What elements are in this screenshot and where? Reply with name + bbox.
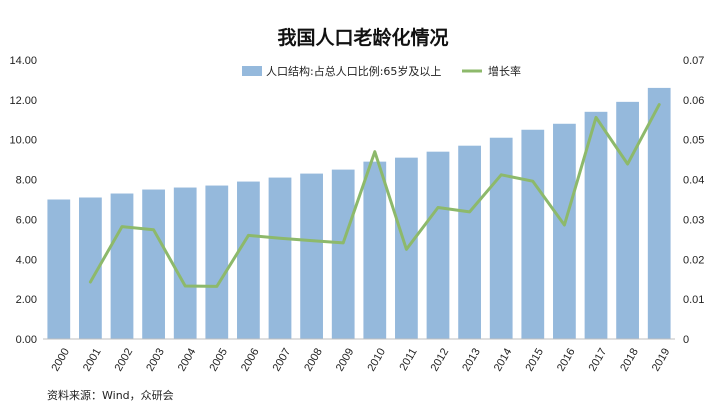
x-axis-tick-label: 2001 bbox=[81, 346, 104, 373]
x-axis-tick-label: 2000 bbox=[49, 346, 72, 373]
bar bbox=[205, 185, 229, 339]
growth-rate-line bbox=[88, 103, 661, 288]
right-axis-tick-label: 0.02 bbox=[683, 254, 704, 266]
bar bbox=[173, 187, 197, 339]
bar bbox=[489, 137, 513, 339]
x-axis-tick-label: 2014 bbox=[492, 346, 515, 373]
right-axis-tick-label: 0.06 bbox=[683, 95, 704, 107]
x-axis-tick-label: 2017 bbox=[587, 346, 610, 373]
x-axis-tick-label: 2008 bbox=[302, 346, 325, 373]
bar bbox=[584, 111, 608, 339]
right-axis-tick-label: 0.05 bbox=[683, 135, 704, 147]
x-axis-tick-label: 2002 bbox=[113, 346, 136, 373]
bar-series bbox=[47, 87, 671, 340]
legend-label-bar: 人口结构:占总人口比例:65岁及以上 bbox=[266, 64, 441, 78]
left-axis-tick-label: 4.00 bbox=[16, 254, 37, 266]
right-axis-tick-label: 0.04 bbox=[683, 175, 704, 187]
left-axis-tick-label: 8.00 bbox=[16, 175, 37, 187]
bar bbox=[647, 87, 671, 340]
x-axis-tick-label: 2003 bbox=[144, 346, 167, 373]
source-note: 资料来源：Wind，众研会 bbox=[47, 388, 174, 402]
x-axis: 2000 2001 2002 2003 2004 2005 2006 2007 2008 2009… bbox=[43, 338, 675, 374]
x-axis-tick-label: 2016 bbox=[555, 346, 578, 373]
bar bbox=[616, 101, 639, 339]
left-axis: 0.00 2.00 4.00 6.00 8.00 10.00 12.00 14.00 bbox=[9, 55, 37, 346]
x-axis-tick-label: 2009 bbox=[334, 346, 357, 373]
bar bbox=[110, 193, 134, 339]
right-axis-tick-label: 0.07 bbox=[683, 55, 704, 67]
line-series bbox=[88, 103, 661, 288]
bar bbox=[300, 173, 323, 339]
chart-title: 我国人口老龄化情况 bbox=[277, 26, 448, 49]
right-axis: 0 0.01 0.02 0.03 0.04 0.05 0.06 0.07 bbox=[683, 55, 704, 346]
left-axis-tick-label: 2.00 bbox=[16, 294, 37, 306]
right-axis-tick-label: 0.01 bbox=[683, 294, 704, 306]
bar bbox=[331, 169, 355, 339]
bar bbox=[142, 189, 165, 339]
bar bbox=[458, 145, 481, 339]
x-axis-tick-label: 2010 bbox=[365, 346, 388, 373]
x-axis-tick-label: 2006 bbox=[239, 346, 262, 373]
x-axis-tick-label: 2018 bbox=[618, 346, 641, 373]
x-axis-tick-label: 2013 bbox=[460, 346, 483, 373]
x-axis-tick-label: 2011 bbox=[397, 346, 419, 372]
x-axis-tick-label: 2015 bbox=[523, 346, 546, 373]
x-axis-tick-label: 2004 bbox=[176, 346, 199, 373]
bar bbox=[79, 197, 102, 339]
left-axis-tick-label: 0.00 bbox=[16, 334, 37, 346]
bar bbox=[553, 123, 576, 340]
left-axis-tick-label: 12.00 bbox=[9, 95, 37, 107]
legend: 人口结构:占总人口比例:65岁及以上 增长率 bbox=[242, 64, 521, 78]
left-axis-tick-label: 14.00 bbox=[9, 55, 37, 67]
x-axis-tick-label: 2007 bbox=[271, 346, 294, 373]
left-axis-tick-label: 6.00 bbox=[16, 214, 37, 226]
bar bbox=[521, 129, 545, 339]
legend-label-line: 增长率 bbox=[488, 64, 521, 78]
bar bbox=[426, 151, 450, 339]
bar bbox=[237, 181, 260, 339]
bar bbox=[47, 199, 71, 339]
left-axis-tick-label: 10.00 bbox=[9, 135, 37, 147]
bar bbox=[268, 177, 292, 339]
bar bbox=[363, 161, 387, 339]
right-axis-tick-label: 0 bbox=[683, 334, 689, 346]
x-axis-tick-label: 2012 bbox=[429, 346, 452, 373]
x-axis-tick-label: 2019 bbox=[650, 346, 673, 373]
x-axis-tick-label: 2005 bbox=[207, 346, 230, 373]
legend-swatch-bar bbox=[242, 66, 262, 76]
right-axis-tick-label: 0.03 bbox=[683, 214, 704, 226]
